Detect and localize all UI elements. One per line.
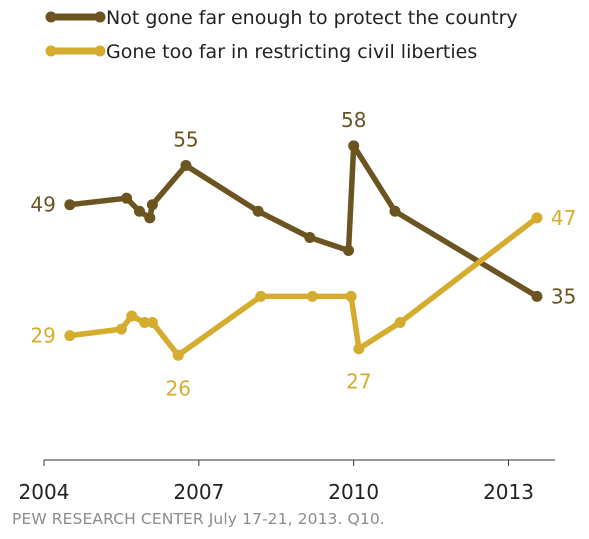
data-label: 27: [346, 370, 371, 394]
data-point: [531, 290, 543, 302]
data-point: [304, 231, 316, 243]
data-point: [144, 212, 156, 224]
x-tick-label-2004: 2004: [19, 480, 70, 504]
data-point: [531, 212, 543, 224]
data-point: [172, 349, 184, 361]
x-axis: 2004 2007 2010 2013: [19, 459, 555, 504]
legend-marker: [45, 45, 57, 57]
legend-label: Not gone far enough to protect the count…: [106, 7, 518, 29]
data-label: 35: [551, 284, 576, 308]
data-label: 55: [173, 127, 198, 151]
data-point: [343, 245, 355, 257]
x-tick-label-2010: 2010: [328, 480, 379, 504]
data-point: [345, 290, 357, 302]
data-point: [306, 290, 318, 302]
data-label: 49: [30, 193, 55, 217]
data-point: [126, 310, 138, 322]
data-labels: 49 55 58 35 29 26 27 47: [30, 108, 576, 400]
legend-marker: [94, 45, 106, 57]
legend-label: Gone too far in restricting civil libert…: [106, 41, 477, 63]
data-point: [133, 205, 145, 217]
data-label: 26: [165, 376, 190, 400]
data-label: 58: [341, 108, 366, 132]
data-point: [139, 317, 151, 329]
legend: Not gone far enough to protect the count…: [45, 7, 518, 63]
data-point: [252, 205, 264, 217]
x-tick-label-2013: 2013: [483, 480, 534, 504]
data-label: 29: [30, 324, 55, 348]
source-note: PEW RESEARCH CENTER July 17-21, 2013. Q1…: [12, 510, 385, 528]
series-gone-too-far-in-restricting-civil-libert: [64, 212, 543, 361]
data-point: [146, 317, 158, 329]
data-point: [353, 343, 365, 355]
data-point: [146, 199, 158, 211]
data-point: [115, 323, 127, 335]
legend-item-2: Gone too far in restricting civil libert…: [45, 41, 477, 63]
data-point: [394, 317, 406, 329]
data-point: [180, 159, 192, 171]
data-label: 47: [551, 206, 576, 230]
series-layer: [64, 140, 543, 361]
data-point: [389, 205, 401, 217]
x-tick-label-2007: 2007: [173, 480, 224, 504]
series-not-gone-far-enough-to-protect-the-count: [64, 140, 543, 302]
series-line: [67, 215, 540, 359]
legend-marker: [45, 11, 57, 23]
data-point: [348, 140, 360, 152]
data-point: [255, 290, 267, 302]
data-point: [64, 330, 76, 342]
data-point: [64, 199, 76, 211]
legend-item-1: Not gone far enough to protect the count…: [45, 7, 518, 29]
data-point: [121, 192, 133, 204]
legend-marker: [94, 11, 106, 23]
